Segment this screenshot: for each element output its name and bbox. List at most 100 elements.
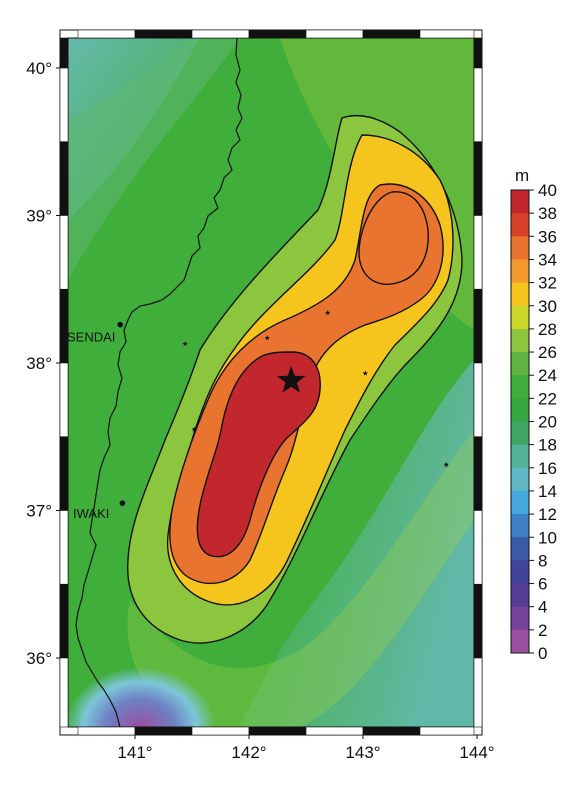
coastline — [75, 38, 243, 727]
legend-swatch — [511, 490, 529, 515]
frame-band — [473, 37, 483, 69]
legend-swatch — [511, 467, 529, 492]
legend-swatch — [511, 190, 529, 214]
station-marker — [182, 341, 188, 347]
legend-unit-label: m — [515, 166, 529, 185]
legend-swatch — [511, 514, 529, 538]
frame-band — [77, 29, 136, 39]
frame-band — [59, 67, 69, 143]
frame-band — [419, 29, 475, 39]
legend-swatch — [511, 352, 529, 376]
x-tick-label: 143° — [345, 743, 380, 762]
cities: SENDAI IWAKI — [67, 321, 126, 521]
legend-tick-label: 30 — [538, 297, 557, 316]
frame-band — [473, 436, 483, 511]
frame-band — [419, 726, 475, 736]
legend-swatch — [511, 236, 529, 260]
legend-tick-label: 20 — [538, 413, 557, 432]
frame-band — [473, 288, 483, 364]
y-tick-label: 39° — [26, 207, 52, 226]
legend-tick-label: 2 — [538, 621, 547, 640]
city-label: SENDAI — [67, 330, 115, 345]
legend-tick-label: 12 — [538, 505, 557, 524]
frame-band — [191, 726, 250, 736]
legend-swatch — [511, 421, 529, 446]
frame-band — [59, 141, 69, 216]
frame-band — [59, 510, 69, 585]
legend-swatch — [511, 560, 529, 585]
legend-tick-label: 18 — [538, 436, 557, 455]
frame-band — [473, 67, 483, 143]
legend-tick-label: 4 — [538, 598, 547, 617]
legend-tick-label: 22 — [538, 389, 557, 408]
frame-band — [362, 29, 421, 39]
legend-swatch — [511, 398, 529, 422]
legend-swatch — [511, 328, 529, 353]
east-low-region — [240, 360, 474, 727]
legend-swatch — [511, 213, 529, 237]
city-marker — [119, 500, 126, 506]
map-area: SENDAI IWAKI — [67, 38, 474, 727]
legend-tick-label: 40 — [538, 181, 557, 200]
legend-tick-label: 24 — [538, 366, 557, 385]
legend-tick-label: 14 — [538, 482, 557, 501]
frame-band — [248, 29, 307, 39]
legend-swatch — [511, 583, 529, 608]
frame-band — [248, 726, 307, 736]
legend-swatch — [511, 375, 529, 399]
station-marker — [443, 462, 449, 467]
station-marker — [191, 426, 197, 432]
frame-band — [59, 362, 69, 438]
station-marker — [362, 370, 368, 376]
contour-38-main — [196, 351, 321, 558]
stations — [182, 310, 449, 467]
station-marker — [325, 310, 331, 316]
legend-swatch — [511, 305, 529, 330]
frame-band — [191, 29, 250, 39]
frame-band — [473, 657, 483, 728]
legend-tick-label: 0 — [538, 644, 547, 663]
frame-band — [473, 215, 483, 290]
legend-swatch — [511, 537, 529, 561]
frame-band — [59, 37, 69, 69]
legend-tick-label: 10 — [538, 528, 557, 547]
legend-swatch — [511, 629, 529, 654]
legend-swatch — [511, 444, 529, 469]
legend-tick-label: 26 — [538, 343, 557, 362]
frame-band — [59, 436, 69, 511]
legend-tick-label: 16 — [538, 459, 557, 478]
x-axis-tick-labels: 141° 142° 143° 144° — [117, 735, 495, 762]
legend-swatch — [511, 282, 529, 307]
northwest-band — [68, 38, 240, 280]
x-tick-label: 144° — [459, 743, 494, 762]
frame-band — [134, 726, 193, 736]
legend-tick-label: 8 — [538, 551, 547, 570]
frame-band — [134, 29, 193, 39]
frame-band — [59, 657, 69, 728]
legend-swatches — [510, 189, 530, 654]
y-axis-tick-labels: 40° 39° 38° 37° 36° — [26, 59, 60, 668]
map-frame — [59, 29, 483, 736]
x-tick-label: 142° — [231, 743, 266, 762]
frame-band — [362, 726, 421, 736]
legend-swatch — [511, 259, 529, 284]
legend-tick-label: 6 — [538, 575, 547, 594]
y-tick-label: 37° — [26, 502, 52, 521]
legend-swatch — [511, 606, 529, 631]
y-tick-label: 36° — [26, 649, 52, 668]
frame-band — [59, 215, 69, 290]
frame-band — [473, 141, 483, 216]
frame-band — [59, 583, 69, 659]
y-tick-label: 40° — [26, 59, 52, 78]
legend-tick-label: 36 — [538, 227, 557, 246]
frame-band — [473, 362, 483, 438]
frame-band — [77, 726, 136, 736]
legend-tick-label: 28 — [538, 320, 557, 339]
station-marker — [264, 335, 270, 341]
city-label: IWAKI — [73, 506, 109, 521]
frame-band — [305, 726, 364, 736]
frame-band — [473, 583, 483, 659]
